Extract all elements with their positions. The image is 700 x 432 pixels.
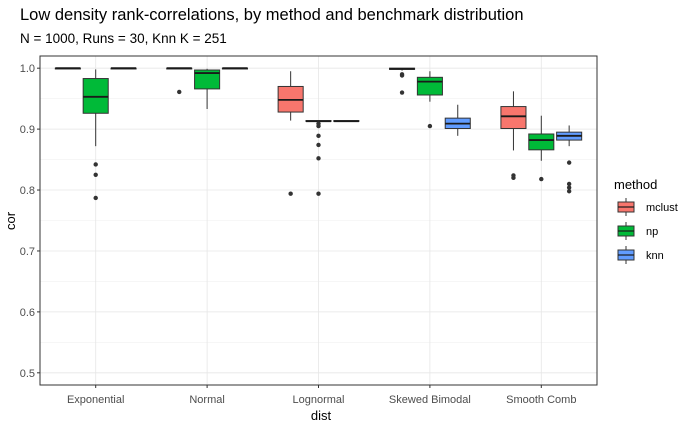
outlier-point [399,73,405,78]
y-tick-label: 0.5 [20,368,35,380]
outlier-point [288,191,293,196]
box-layer [54,67,583,201]
legend-item-knn: knn [617,246,664,264]
box [194,69,221,90]
boxplot-mclust [166,67,193,95]
outlier-point [399,90,405,95]
box [82,78,109,114]
boxplot-np [305,120,332,196]
outlier-point [539,176,544,182]
y-tick-label: 1.0 [20,63,35,75]
outlier-point [316,133,321,139]
boxplot-np [528,115,555,182]
boxplot-knn [110,67,137,70]
boxplot-np [416,71,443,129]
boxplot-np [194,68,221,110]
box [416,76,443,96]
y-tick-label: 0.7 [20,246,35,258]
boxplot-knn [444,104,471,136]
boxplot-np [82,69,109,201]
chart-subtitle: N = 1000, Runs = 30, Knn K = 251 [20,31,227,46]
outlier-point [566,160,572,165]
outlier-point [177,89,182,95]
outlier-point [316,142,321,148]
outlier-point [93,162,98,167]
boxplot-mclust [277,71,304,196]
axis-layer: 0.5 0.6 0.7 0.8 0.9 1.0 Exponential Normal Logno… [20,63,577,406]
outlier-point [316,156,321,161]
box [528,133,555,151]
y-tick-label: 0.6 [20,307,35,319]
outlier-point [316,191,321,196]
outlier-point [566,189,572,194]
outlier-point [93,195,98,201]
chart-title: Low density rank-correlations, by method… [20,6,524,24]
x-tick-label: Skewed Bimodal [389,394,471,406]
outlier-point [316,123,321,129]
outlier-point [566,185,572,190]
boxplot-knn [333,120,360,123]
legend-item-mclust: mclust [617,198,678,216]
outlier-point [511,175,516,181]
y-tick-label: 0.8 [20,185,35,197]
boxplot-knn [221,67,248,70]
outlier-point [93,172,98,178]
boxplot-mclust [389,67,416,95]
y-tick-label: 0.9 [20,124,35,136]
legend-item-np: np [617,222,658,240]
legend: method mclust np knn [614,177,678,264]
outlier-point [566,181,572,187]
x-tick-label: Lognormal [293,394,345,406]
boxplot-knn [556,125,583,194]
legend-title: method [614,177,657,192]
boxplot-mclust [500,91,527,181]
x-axis-title: dist [311,408,332,423]
x-tick-label: Normal [189,394,224,406]
box [500,106,527,130]
x-tick-label: Exponential [67,394,125,406]
boxplot-mclust [54,67,81,70]
y-axis-title: cor [3,211,18,230]
outlier-point [427,123,433,129]
legend-label: knn [646,250,664,262]
legend-label: np [646,226,658,238]
legend-label: mclust [646,202,678,214]
x-tick-label: Smooth Comb [506,394,576,406]
